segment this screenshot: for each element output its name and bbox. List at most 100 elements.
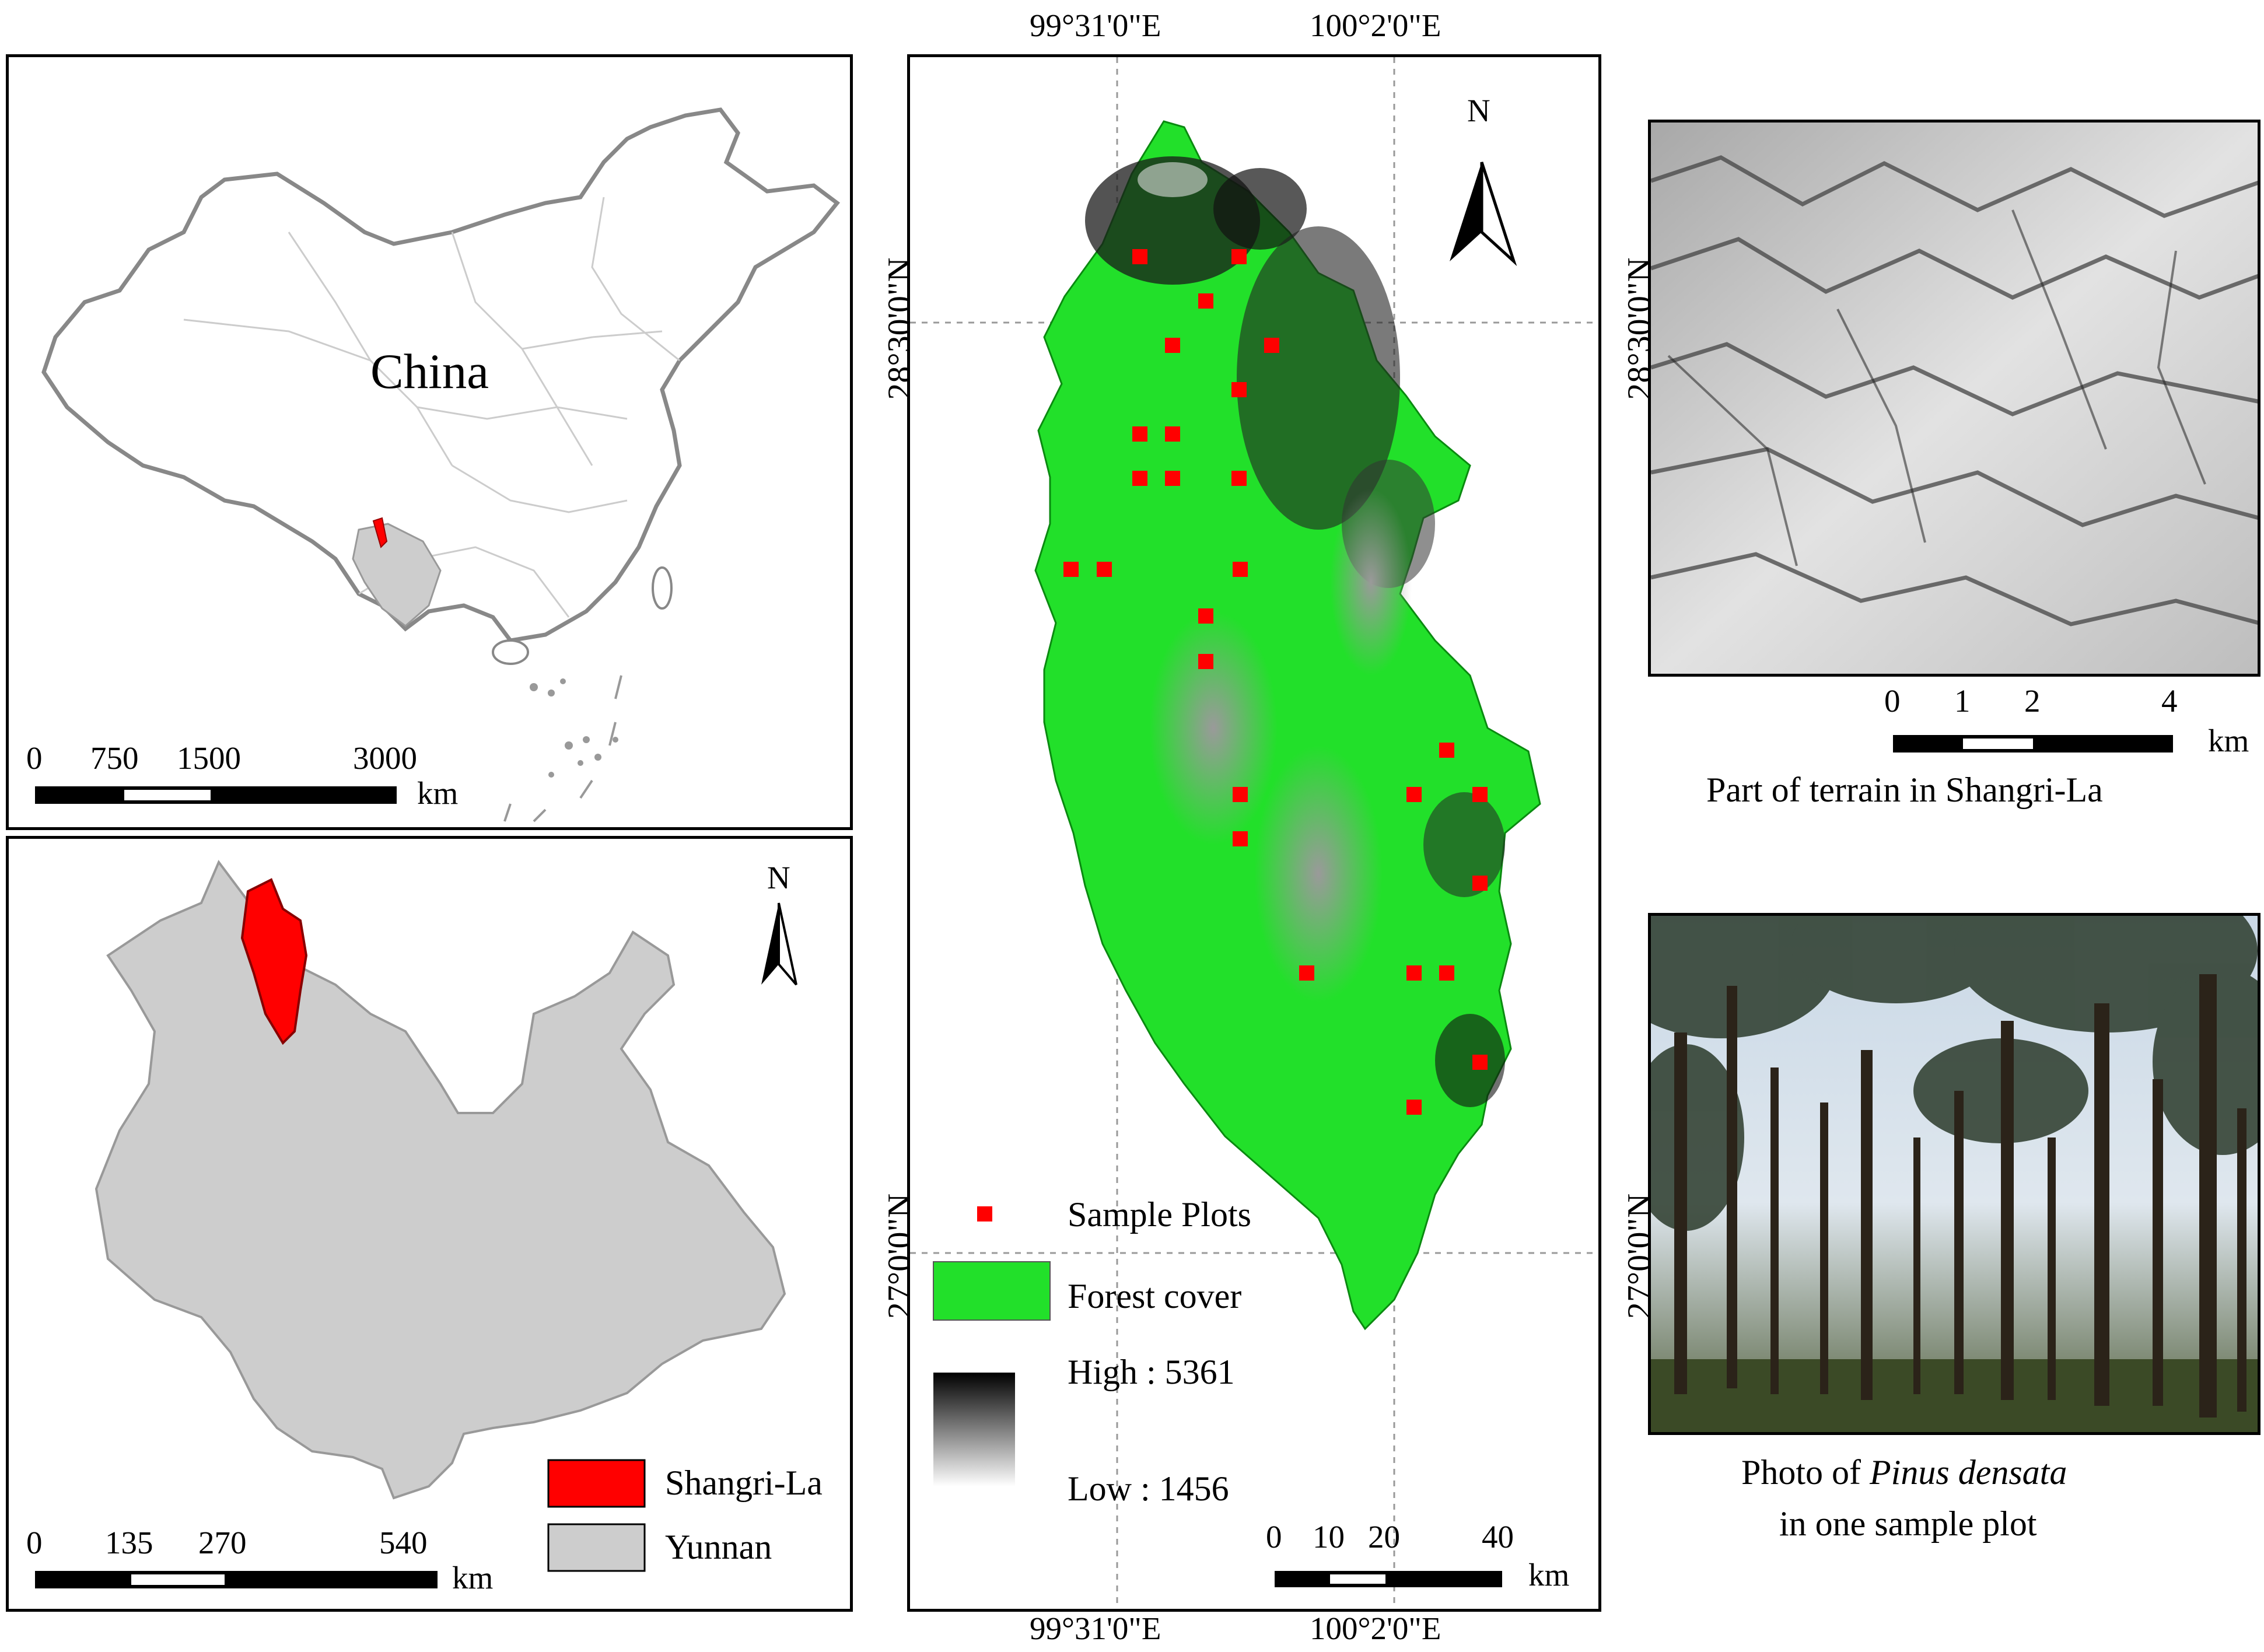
main-map-panel: N Sample Plots Forest cover High : 5361 …	[907, 54, 1601, 1612]
photo-caption-line1: Photo of Pinus densata	[1741, 1452, 2067, 1493]
china-scale-unit: km	[417, 775, 459, 811]
sample-plot	[1472, 1055, 1488, 1070]
legend-label-yunnan: Yunnan	[665, 1528, 772, 1566]
sample-plot	[1165, 471, 1180, 486]
china-scale-tick-0: 0	[26, 740, 43, 776]
legend-swatch-yunnan	[547, 1523, 646, 1572]
main-scale-tick-1: 10	[1313, 1519, 1345, 1555]
terrain-valleys	[1667, 209, 2206, 566]
legend-elevation-ramp	[933, 1373, 1015, 1486]
yunnan-scale-tick-3: 540	[379, 1525, 428, 1560]
sample-plot	[1264, 338, 1279, 353]
sample-plot	[1231, 249, 1247, 264]
sample-plot	[1198, 654, 1213, 669]
hainan-outline	[492, 639, 529, 665]
nine-dash-line	[503, 675, 622, 822]
pinus-photo-panel	[1648, 913, 2260, 1435]
photo-caption-species: Pinus densata	[1870, 1453, 2067, 1492]
sample-plot	[1132, 426, 1147, 442]
main-scale-tick-2: 20	[1368, 1519, 1400, 1555]
sample-plot	[1406, 1100, 1422, 1115]
yunnan-in-china	[352, 523, 442, 627]
sample-plot	[1198, 293, 1213, 309]
china-inset-panel: China 0 750 1500 3000 km	[6, 54, 853, 830]
legend-sample-plot-marker	[977, 1206, 992, 1222]
shangrila-shape	[240, 878, 308, 1045]
sample-plot	[1132, 249, 1147, 264]
sample-plot	[1472, 876, 1488, 891]
elevation-shading	[1085, 156, 1505, 1107]
main-map-svg	[910, 57, 1598, 1609]
sample-plot	[1406, 787, 1422, 802]
sample-plot	[1198, 608, 1213, 624]
bottom-lon-label-1: 99°31'0"E	[1030, 1611, 1161, 1646]
yunnan-north-label: N	[767, 860, 790, 895]
legend-low-label: Low : 1456	[1068, 1469, 1229, 1508]
main-north-arrow	[1450, 162, 1517, 267]
sample-plot	[1406, 965, 1422, 981]
terrain-scale-tick-0: 0	[1884, 683, 1901, 719]
china-scale-tick-3: 3000	[353, 740, 417, 776]
south-sea-islands	[530, 678, 618, 778]
terrain-panel	[1648, 120, 2260, 677]
legend-forest-swatch	[933, 1261, 1051, 1321]
legend-sample-plots-label: Sample Plots	[1068, 1195, 1252, 1234]
taiwan-outline	[652, 566, 673, 610]
sample-plot	[1439, 965, 1454, 981]
legend-swatch-shangrila	[547, 1459, 646, 1508]
main-north-label: N	[1467, 93, 1490, 128]
terrain-scale-tick-3: 4	[2161, 683, 2178, 719]
main-scale-bar	[1275, 1571, 1502, 1587]
yunnan-shape	[95, 860, 786, 1500]
top-lon-label-2: 100°2'0"E	[1310, 8, 1441, 43]
china-scale-tick-1: 750	[90, 740, 139, 776]
shangrila-region	[1034, 120, 1541, 1331]
terrain-caption: Part of terrain in Shangri-La	[1706, 771, 2103, 809]
terrain-hillshade	[1651, 123, 2258, 674]
terrain-ridges	[1651, 155, 2258, 626]
main-scale-unit: km	[1528, 1557, 1570, 1592]
sample-plot	[1165, 426, 1180, 442]
sample-plot	[1233, 562, 1248, 577]
yunnan-scale-tick-0: 0	[26, 1525, 43, 1560]
sample-plot	[1439, 743, 1454, 758]
sample-plot	[1165, 338, 1180, 353]
photo-caption-line2: in one sample plot	[1779, 1504, 2037, 1543]
yunnan-map	[35, 860, 797, 1588]
sample-plot	[1132, 471, 1147, 486]
sample-plot	[1233, 787, 1248, 802]
terrain-scale-tick-2: 2	[2024, 683, 2041, 719]
tree-trunks	[1674, 974, 2246, 1418]
top-lon-label-1: 99°31'0"E	[1030, 8, 1161, 43]
legend-forest-cover-label: Forest cover	[1068, 1277, 1242, 1315]
yunnan-inset-panel: N Shangri-La Yunnan 0 135 270 540 km	[6, 836, 853, 1612]
china-scale-bar	[35, 786, 397, 804]
forest-photo	[1651, 916, 2258, 1432]
sample-plot	[1097, 562, 1112, 577]
yunnan-scale-tick-2: 270	[198, 1525, 247, 1560]
photo-caption-prefix: Photo of	[1741, 1453, 1870, 1492]
sample-plot	[1231, 471, 1247, 486]
china-scale-tick-2: 1500	[177, 740, 241, 776]
legend-label-shangrila: Shangri-La	[665, 1464, 823, 1502]
bottom-lon-label-2: 100°2'0"E	[1310, 1611, 1441, 1646]
sample-plots	[1063, 249, 1488, 1115]
legend-high-label: High : 5361	[1068, 1353, 1235, 1391]
sample-plot	[1299, 965, 1314, 981]
china-map	[35, 107, 840, 822]
yunnan-scale-tick-1: 135	[105, 1525, 153, 1560]
sample-plot	[1231, 382, 1247, 397]
main-scale-tick-0: 0	[1266, 1519, 1282, 1555]
terrain-scale-unit: km	[2208, 723, 2249, 758]
china-label: China	[370, 344, 489, 399]
sample-plot	[1472, 787, 1488, 802]
sample-plot	[1233, 831, 1248, 846]
shangrila-in-china	[372, 517, 388, 548]
terrain-scale-tick-1: 1	[1954, 683, 1971, 719]
yunnan-north-arrow	[761, 902, 797, 986]
yunnan-scale-bar	[35, 1571, 438, 1588]
terrain-scale-bar	[1893, 735, 2173, 752]
sample-plot	[1063, 562, 1079, 577]
china-outline	[41, 107, 840, 643]
main-scale-tick-3: 40	[1482, 1519, 1514, 1555]
